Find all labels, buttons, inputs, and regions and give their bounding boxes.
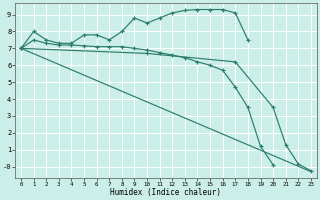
X-axis label: Humidex (Indice chaleur): Humidex (Indice chaleur) — [110, 188, 221, 197]
